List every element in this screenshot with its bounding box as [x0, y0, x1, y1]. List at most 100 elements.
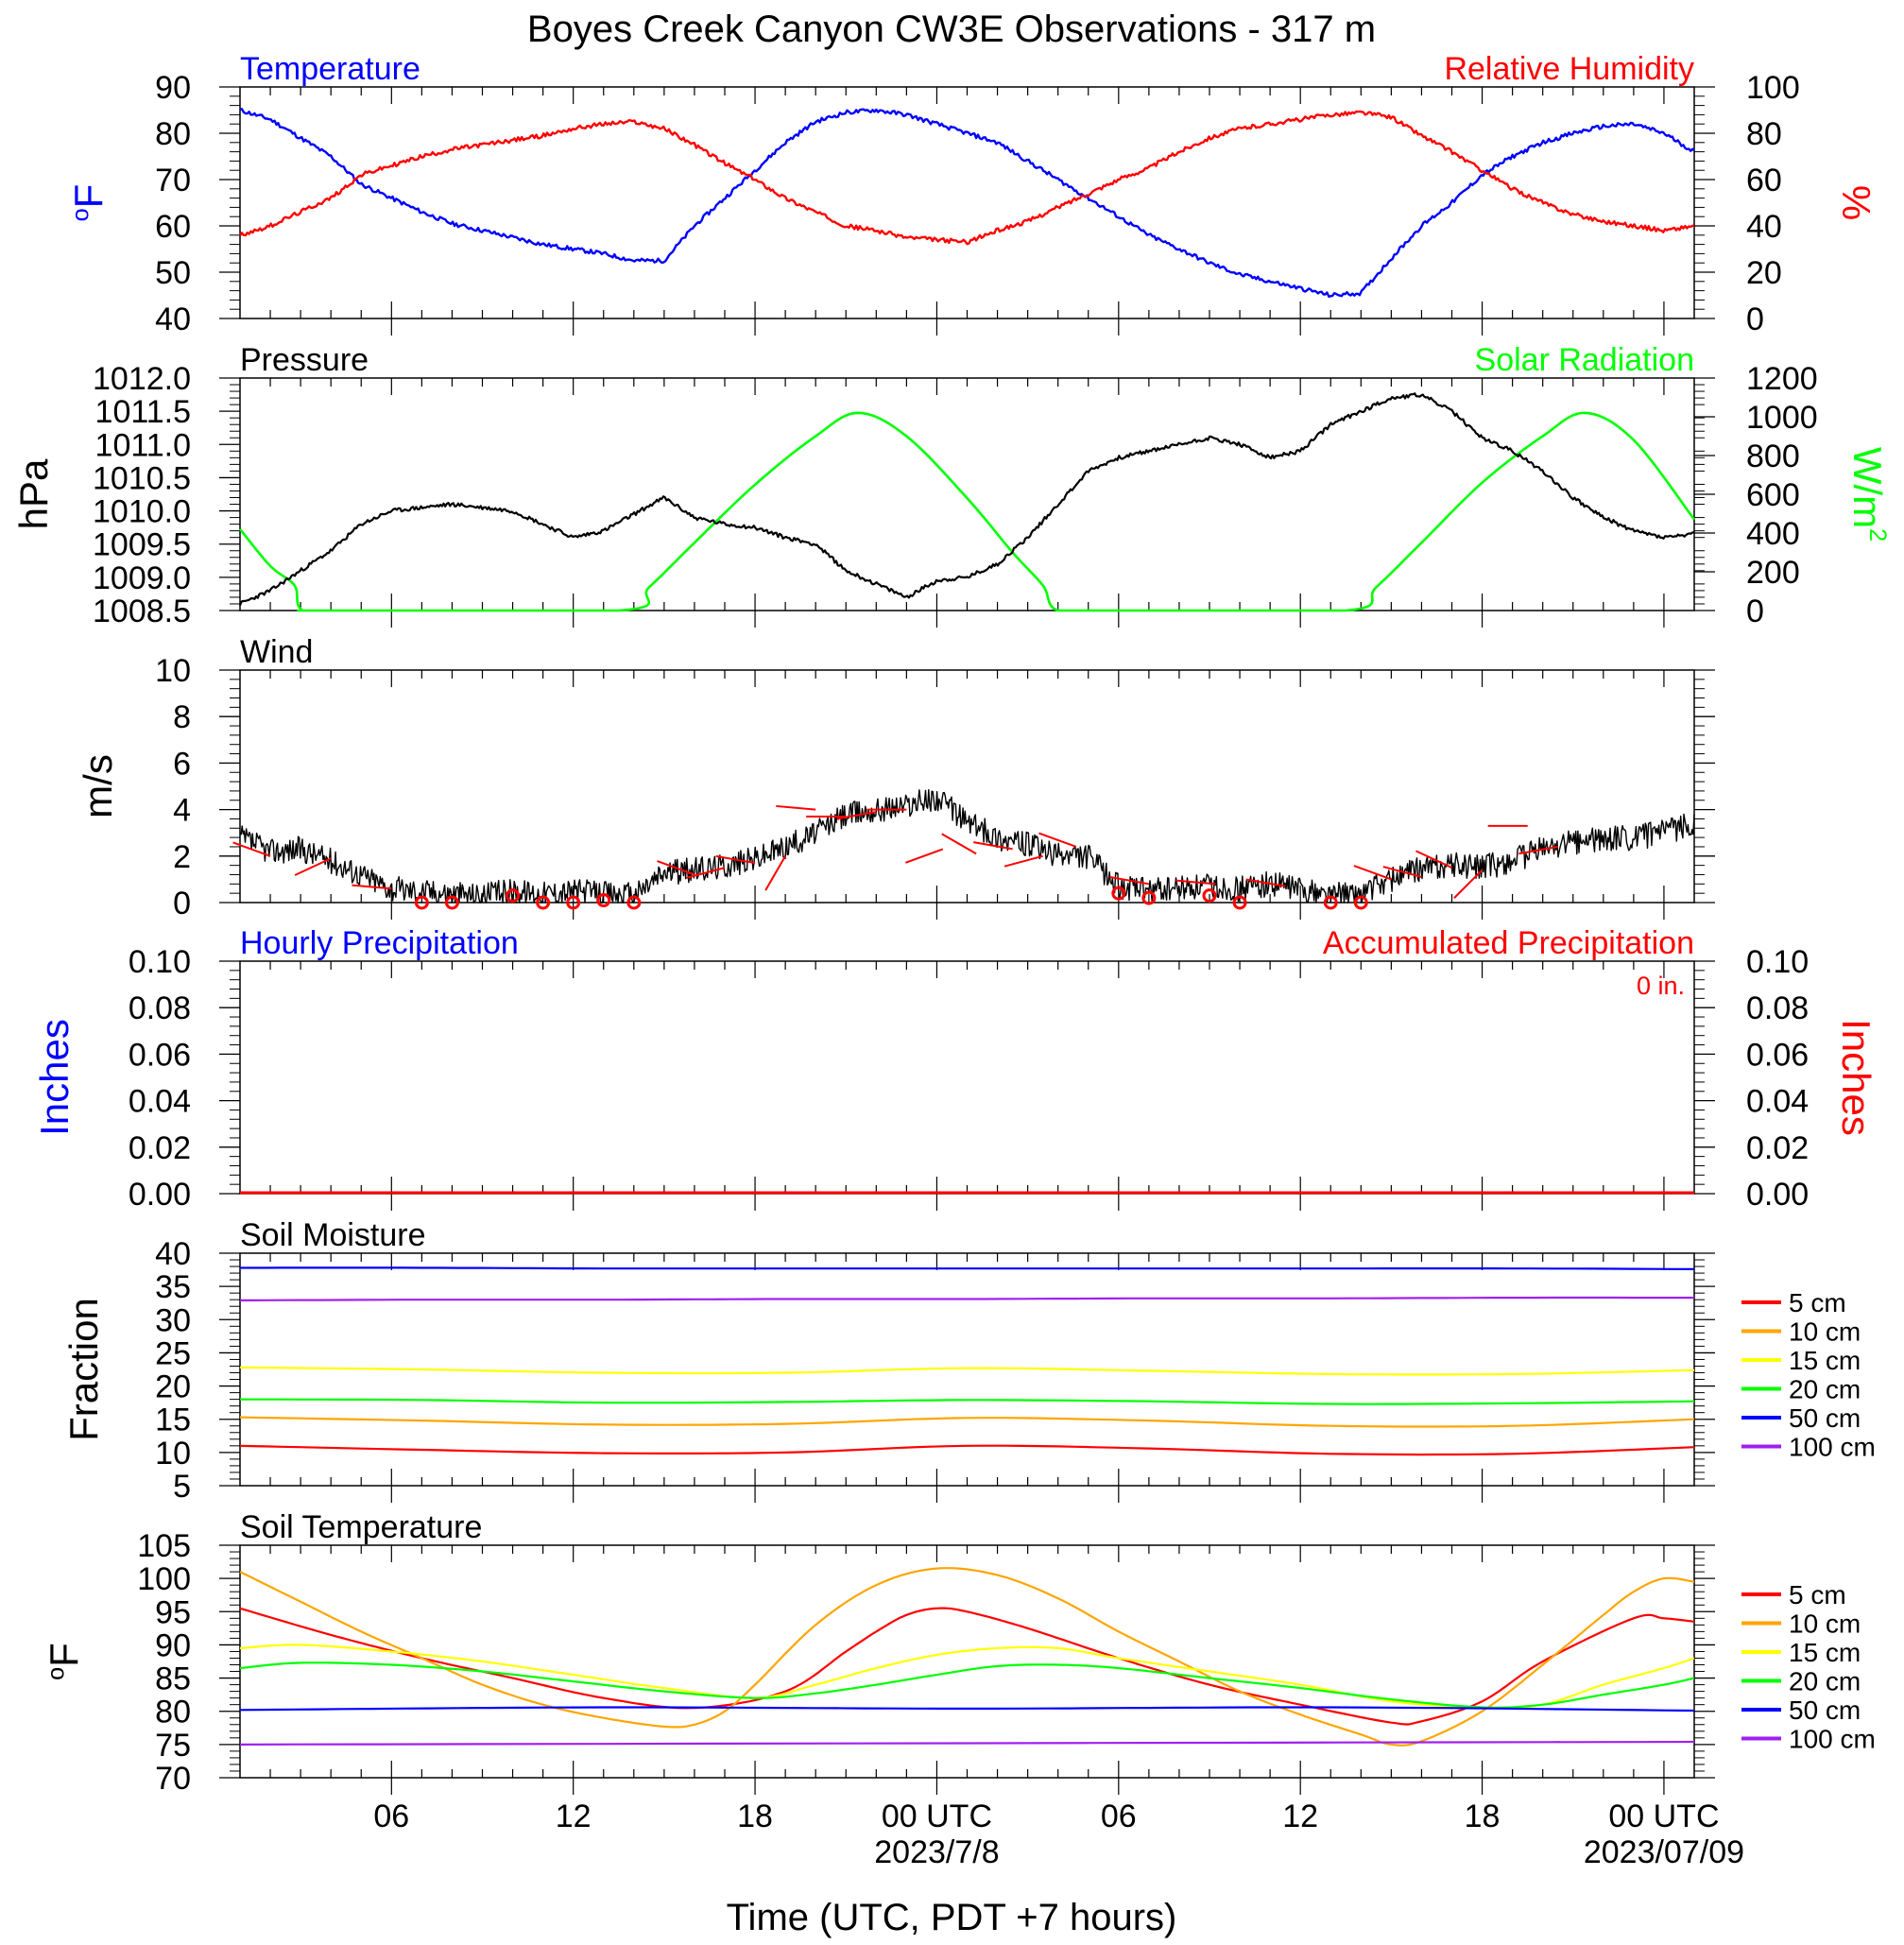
y-tick-label-left: 70: [155, 163, 191, 198]
y-tick-label-right: 40: [1746, 209, 1782, 245]
y-tick-label-left: 75: [155, 1728, 191, 1764]
legend-label: 15 cm: [1789, 1346, 1861, 1375]
y-tick-label-left: 80: [155, 1695, 191, 1730]
plot-frame: [239, 960, 1695, 1195]
y-tick-label-left: 20: [155, 1369, 191, 1405]
y-tick-label-left: 100: [137, 1561, 191, 1597]
y-tick-label-left: 10: [155, 653, 191, 689]
humidity-title: Relative Humidity: [1444, 51, 1694, 87]
soil-moisture-title: Soil Moisture: [240, 1217, 426, 1253]
legend-label: 50 cm: [1789, 1403, 1861, 1433]
y-tick-label-right: 0.00: [1746, 1177, 1809, 1213]
wind-barb: [905, 848, 944, 864]
soil-temperature-title: Soil Temperature: [240, 1509, 482, 1545]
calm-wind-marker: [1353, 895, 1368, 910]
y-tick-label-left: 70: [155, 1761, 191, 1797]
x-tick-label: 18: [1465, 1799, 1501, 1834]
wind-barb: [715, 854, 756, 865]
calm-wind-marker: [414, 895, 429, 910]
y-tick-label-right: 600: [1746, 477, 1800, 513]
y-tick-label-left: 0.02: [129, 1130, 191, 1166]
calm-wind-marker: [444, 895, 459, 910]
x-date-label: 2023/07/09: [1584, 1834, 1744, 1870]
wind-barb: [1245, 878, 1286, 887]
wind-barb: [352, 884, 392, 890]
panel-temperature_humidity: [219, 86, 1715, 336]
wind-barb: [1453, 869, 1484, 899]
soil-line-15cm: [239, 1366, 1695, 1376]
y-tick-label-left: 4: [173, 793, 191, 829]
y-tick-label-left: 1009.5: [93, 527, 191, 563]
y-tick-label-right: 0.10: [1746, 944, 1809, 980]
wind-barb: [686, 867, 726, 879]
y-tick-label-left: 105: [137, 1528, 191, 1564]
y-tick-label-left: 0.08: [129, 990, 191, 1026]
y-tick-label-left: 0.00: [129, 1177, 191, 1213]
wind-barb: [1175, 879, 1216, 886]
y-label-left-pressure: hPa: [11, 458, 56, 529]
panel-wind: [219, 669, 1715, 920]
legend-label: 20 cm: [1789, 1375, 1861, 1404]
soil-line-50cm: [239, 1706, 1695, 1713]
y-tick-label-left: 10: [155, 1436, 191, 1472]
y-tick-label-left: 0: [173, 886, 191, 921]
y-tick-label-right: 400: [1746, 516, 1800, 552]
soil-line-20cm: [239, 1661, 1695, 1709]
temperature-title: Temperature: [240, 51, 420, 87]
soil-line-100cm: [240, 1296, 1694, 1301]
y-tick-label-right: 0.08: [1746, 990, 1809, 1026]
y-tick-label-right: 80: [1746, 116, 1782, 152]
wind-barb: [1382, 866, 1422, 878]
y-label-left-precip: Inches: [32, 1019, 77, 1136]
y-tick-label-right: 100: [1746, 70, 1800, 106]
panel-precipitation: [219, 960, 1715, 1211]
wind-speed-line: [239, 789, 1695, 904]
y-tick-label-right: 20: [1746, 255, 1782, 291]
y-tick-label-left: 80: [155, 116, 191, 152]
accumulated-total-annotation: 0 in.: [1637, 972, 1685, 1000]
y-label-left-soil_moisture: Fraction: [61, 1298, 106, 1441]
humidity-line: [238, 110, 1695, 246]
wind-barb: [1415, 850, 1452, 869]
calm-wind-marker: [506, 888, 521, 904]
calm-wind-marker: [1111, 886, 1126, 901]
y-tick-label-left: 2: [173, 839, 191, 875]
wind-barb: [941, 833, 977, 855]
calm-wind-marker: [1323, 895, 1338, 910]
y-tick-label-left: 35: [155, 1269, 191, 1305]
y-tick-label-right: 1200: [1746, 361, 1818, 397]
y-tick-label-left: 90: [155, 70, 191, 106]
hourly-precipitation-title: Hourly Precipitation: [240, 925, 519, 961]
legend-label: 5 cm: [1789, 1288, 1846, 1317]
y-tick-label-left: 30: [155, 1302, 191, 1338]
x-tick-label: 00 UTC: [1608, 1799, 1719, 1834]
calm-wind-marker: [1141, 890, 1157, 905]
y-tick-label-left: 1011.5: [95, 394, 191, 430]
soil-line-15cm: [239, 1644, 1695, 1710]
y-tick-label-left: 15: [155, 1403, 191, 1438]
y-tick-label-left: 1011.0: [95, 427, 191, 463]
wind-barb: [1038, 832, 1077, 848]
x-tick-label: 00 UTC: [882, 1799, 992, 1834]
accumulated-precipitation-title: Accumulated Precipitation: [1323, 925, 1694, 961]
soil-line-10cm: [239, 1567, 1695, 1747]
soil-line-10cm: [239, 1416, 1695, 1428]
wind-barb: [657, 860, 695, 876]
legend-label: 10 cm: [1789, 1609, 1861, 1639]
x-tick-label: 18: [737, 1799, 773, 1834]
y-tick-label-right: 60: [1746, 163, 1782, 198]
wind-barb: [294, 857, 332, 876]
calm-wind-marker: [566, 895, 581, 910]
y-tick-label-left: 50: [155, 255, 191, 291]
y-tick-label-left: 1010.0: [93, 494, 191, 530]
y-tick-label-right: 0.04: [1746, 1084, 1809, 1120]
wind-barb: [232, 841, 271, 857]
soil-line-50cm: [240, 1266, 1695, 1270]
y-tick-label-left: 40: [155, 1236, 191, 1272]
temperature-line: [239, 108, 1695, 298]
y-tick-label-left: 0.10: [129, 944, 191, 980]
y-tick-label-left: 40: [155, 301, 191, 337]
legend-label: 50 cm: [1789, 1695, 1861, 1725]
panel-pressure_solar: [219, 377, 1715, 628]
